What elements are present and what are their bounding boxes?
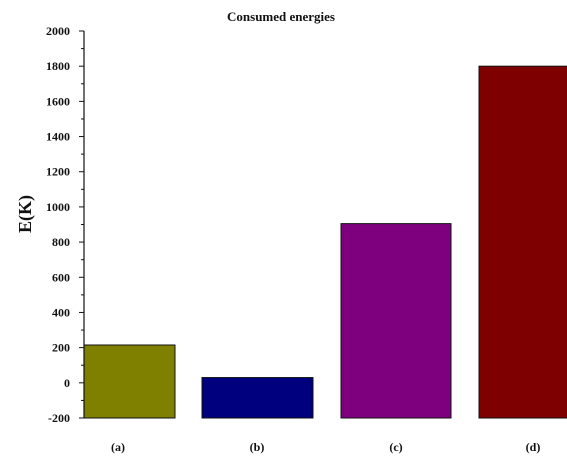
y-axis: -200 0 200 400 600 800 1000 1200 1400 1600 1800 200…	[46, 24, 84, 425]
bar-c	[340, 223, 452, 419]
y-tick-label: 1800	[46, 59, 70, 73]
bar-a	[83, 344, 176, 419]
y-tick-label: 1200	[46, 165, 70, 179]
y-axis-label: E(K)	[15, 195, 36, 233]
y-tick-label: 0	[64, 376, 70, 390]
y-tick-label: 800	[52, 235, 70, 249]
bar-d	[478, 65, 567, 419]
bar-b	[201, 377, 314, 419]
y-tick-label: 1400	[46, 130, 70, 144]
bars	[83, 65, 567, 419]
x-axis: (a) (b) (c) (d)	[111, 440, 540, 454]
x-tick-label: (b)	[250, 440, 265, 454]
y-tick-label: 1000	[46, 200, 70, 214]
chart-title: Consumed energies	[227, 9, 335, 24]
y-tick-label: 200	[52, 341, 70, 355]
y-tick-label: 2000	[46, 24, 70, 38]
x-tick-label: (d)	[526, 440, 541, 454]
x-tick-label: (a)	[111, 440, 125, 454]
y-tick-label: 400	[52, 305, 70, 319]
x-tick-label: (c)	[389, 440, 402, 454]
y-tick-label: -200	[48, 411, 70, 425]
y-tick-label: 600	[52, 270, 70, 284]
y-tick-label: 1600	[46, 94, 70, 108]
